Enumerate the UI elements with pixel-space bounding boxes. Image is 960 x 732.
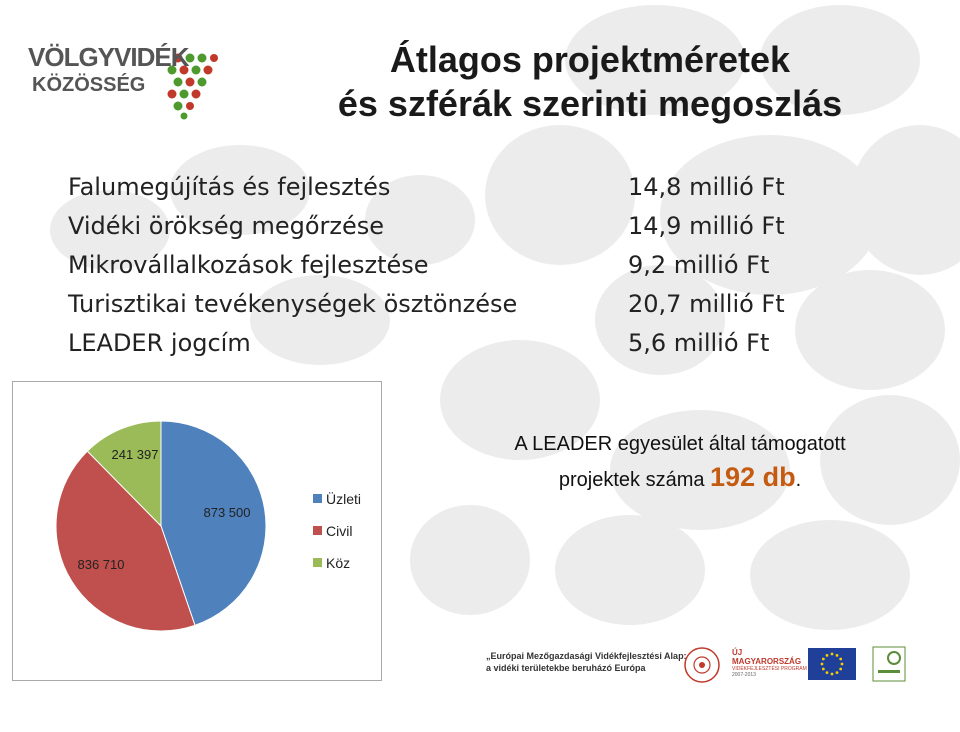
- data-label: 873 500: [204, 505, 251, 520]
- category-value: 9,2 millió Ft: [628, 251, 770, 279]
- legend-label: Üzleti: [326, 490, 361, 507]
- eu-flag-icon: [808, 648, 856, 680]
- umft-line1: ÚJ MAGYARORSZÁG: [732, 648, 802, 666]
- category-label: LEADER jogcím: [68, 329, 251, 357]
- category-label: Turisztikai tevékenységek ösztönzése: [68, 290, 518, 318]
- category-value: 5,6 millió Ft: [628, 329, 770, 357]
- fund-line2: a vidéki területekbe beruházó Európa: [486, 663, 646, 673]
- note-suffix: .: [795, 469, 802, 491]
- category-value: 20,7 millió Ft: [628, 290, 785, 318]
- legend-label: Civil: [326, 523, 352, 539]
- pie-slice-civil: [55, 450, 196, 632]
- project-count-note: A LEADER egyesület által támogatott proj…: [455, 428, 905, 497]
- note-line2: projektek száma 192 db.: [455, 461, 905, 497]
- logo-line1: VÖLGYVIDÉK: [28, 42, 189, 72]
- legend-label: Köz: [326, 555, 350, 571]
- volgyvidek-logo: VÖLGYVIDÉK KÖZÖSSÉG: [28, 40, 218, 120]
- pie-slice-köz: [86, 420, 162, 528]
- legend-swatch: [313, 558, 322, 567]
- category-label: Vidéki örökség megőrzése: [68, 212, 385, 240]
- note-line1: A LEADER egyesület által támogatott: [514, 433, 846, 455]
- category-label: Mikrovállalkozások fejlesztése: [68, 251, 429, 279]
- footer-logos: „Európai Mezőgazdasági Vidékfejlesztési …: [486, 646, 906, 686]
- pie-chart-frame: 873 500 836 710 241 397 Üzleti Civil Köz: [12, 381, 382, 681]
- pie-slice-üzleti: [160, 420, 267, 626]
- fund-line1: „Európai Mezőgazdasági Vidékfejlesztési …: [486, 651, 687, 661]
- logo-line2: KÖZÖSSÉG: [32, 74, 146, 96]
- rosette-logo-icon: [684, 647, 720, 683]
- title-line2: és szférák szerinti megoszlás: [337, 83, 843, 124]
- value-list: 14,8 millió Ft 14,9 millió Ft 9,2 millió…: [628, 168, 785, 363]
- legend-swatch: [313, 526, 322, 535]
- umft-line3: 2007-2013: [732, 672, 756, 678]
- leader-logo-icon: [872, 646, 906, 682]
- data-label: 241 397: [112, 447, 159, 462]
- logo-heart-dots: [167, 53, 218, 120]
- category-label: Falumegújítás és fejlesztés: [68, 173, 391, 201]
- eafrd-text: „Európai Mezőgazdasági Vidékfejlesztési …: [486, 650, 687, 674]
- category-value: 14,9 millió Ft: [628, 212, 785, 240]
- uj-magyarorszag-logo: ÚJ MAGYARORSZÁG VIDÉKFEJLESZTÉSI PROGRAM…: [732, 648, 812, 678]
- category-value: 14,8 millió Ft: [628, 173, 785, 201]
- data-label: 836 710: [78, 557, 125, 572]
- page-title: Átlagos projektméretek és szférák szerin…: [300, 38, 880, 126]
- title-line1: Átlagos projektméretek: [389, 39, 791, 80]
- pie-chart: 873 500 836 710 241 397 Üzleti Civil Köz: [55, 420, 361, 632]
- note-prefix: projektek száma: [558, 469, 711, 491]
- project-count: 192 db: [710, 462, 796, 492]
- category-list: Falumegújítás és fejlesztés Vidéki öröks…: [68, 168, 517, 363]
- legend-swatch: [313, 494, 322, 503]
- umft-line2: VIDÉKFEJLESZTÉSI PROGRAM: [732, 666, 807, 672]
